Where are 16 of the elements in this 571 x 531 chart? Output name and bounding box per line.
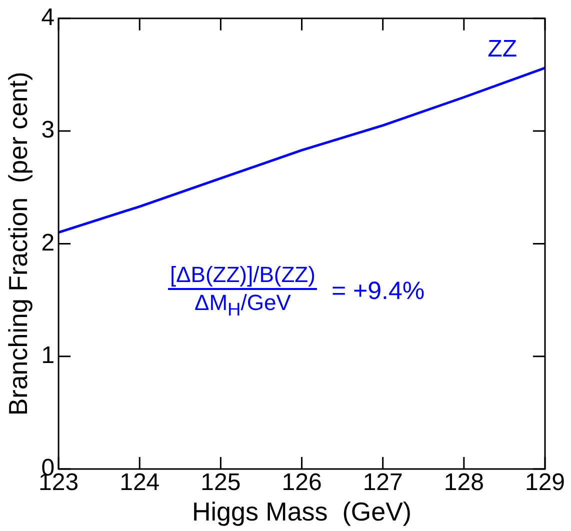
x-tick-label: 125 bbox=[200, 469, 241, 496]
x-tick-label: 124 bbox=[120, 469, 160, 496]
x-tick-label: 128 bbox=[444, 469, 484, 496]
y-tick-label: 3 bbox=[41, 116, 55, 144]
annotation: = +9.4% bbox=[331, 276, 425, 306]
y-tick-label: 1 bbox=[41, 342, 55, 369]
y-tick-label: 4 bbox=[41, 4, 55, 32]
series-label: ZZ bbox=[488, 36, 517, 63]
x-tick-label: 129 bbox=[524, 469, 566, 496]
x-axis-title: Higgs Mass (GeV) bbox=[192, 496, 412, 527]
y-axis-title: Branching Fraction (per cent) bbox=[2, 72, 33, 416]
y-tick-label: 2 bbox=[41, 229, 55, 256]
x-tick-label: 127 bbox=[362, 469, 403, 496]
annotation: ΔM$_{H}$/GeV bbox=[194, 290, 292, 320]
x-tick-label: 126 bbox=[282, 469, 322, 496]
annotation: [ΔB(ZZ)]/B(ZZ) bbox=[169, 262, 316, 288]
